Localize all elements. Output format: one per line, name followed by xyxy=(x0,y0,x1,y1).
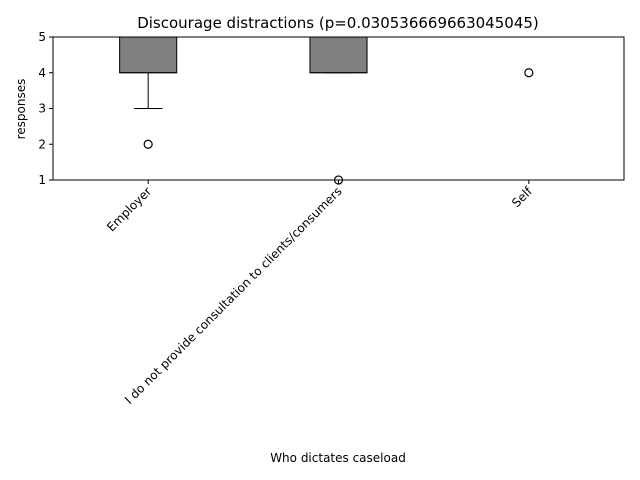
x-tick-label: I do not provide consultation to clients… xyxy=(122,184,345,407)
flier-point xyxy=(143,139,153,149)
plot-area xyxy=(52,36,625,185)
box-group xyxy=(119,36,178,149)
y-axis-label: responses xyxy=(14,79,28,140)
box xyxy=(309,36,368,74)
x-tick-label: Employer xyxy=(104,184,154,234)
x-axis-label: Who dictates caseload xyxy=(270,451,406,465)
y-axis: 1 2 3 4 5 xyxy=(38,30,53,187)
flier-point xyxy=(524,68,534,78)
y-tick-label: 5 xyxy=(38,30,46,44)
y-tick-label: 2 xyxy=(38,137,46,151)
box-group xyxy=(309,36,368,185)
y-tick-label: 1 xyxy=(38,173,46,187)
y-tick-label: 3 xyxy=(38,102,46,116)
box-group xyxy=(499,36,558,78)
box xyxy=(119,36,178,74)
chart-title: Discourage distractions (p=0.03053666966… xyxy=(137,14,539,32)
x-tick-label: Self xyxy=(509,184,535,210)
y-tick-label: 4 xyxy=(38,66,46,80)
